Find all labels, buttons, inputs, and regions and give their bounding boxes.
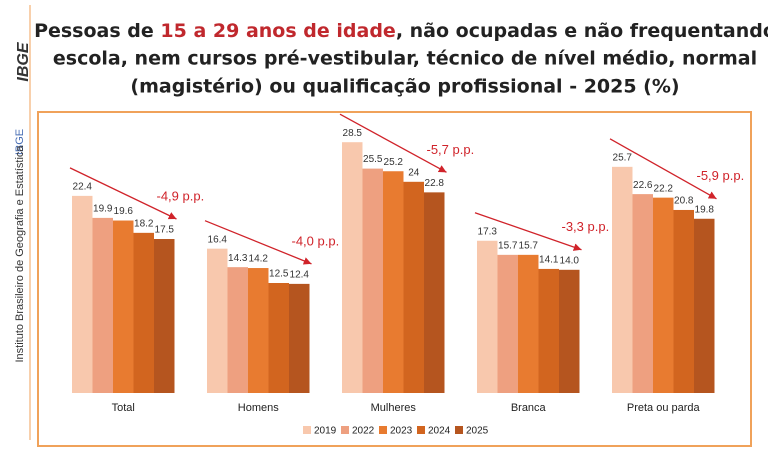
x-tick-label: Total xyxy=(112,402,135,414)
bar xyxy=(694,218,715,393)
bar xyxy=(612,166,633,393)
bar xyxy=(72,195,93,393)
bar xyxy=(477,240,498,393)
value-label: 14.1 xyxy=(539,255,559,266)
value-label: 22.2 xyxy=(654,183,674,194)
annotation: -5,7 p.p. xyxy=(427,142,475,157)
x-tick-label: Preta ou parda xyxy=(627,402,701,414)
trend-arrow xyxy=(204,220,312,265)
annotation: -4,9 p.p. xyxy=(157,188,205,203)
chart-frame xyxy=(37,111,752,447)
x-tick-label: Mulheres xyxy=(371,402,417,414)
annotation: -3,3 p.p. xyxy=(562,219,610,234)
chart-title: Pessoas de 15 a 29 anos de idade, não oc… xyxy=(34,20,768,42)
title-text: Pessoas de xyxy=(34,20,160,42)
trend-arrow xyxy=(69,167,177,220)
value-label: 17.3 xyxy=(478,226,498,237)
value-label: 19.8 xyxy=(695,204,715,215)
value-label: 19.6 xyxy=(114,206,134,217)
value-label: 14.0 xyxy=(560,255,580,266)
bar xyxy=(92,217,113,393)
bar xyxy=(653,197,674,393)
value-label: 20.8 xyxy=(674,196,694,207)
bar xyxy=(248,268,269,393)
legend-swatch xyxy=(341,426,349,434)
bar xyxy=(342,142,363,393)
bar xyxy=(497,254,518,393)
x-tick-label: Branca xyxy=(511,402,547,414)
value-label: 22.6 xyxy=(633,180,653,191)
value-label: 22.8 xyxy=(425,178,445,189)
legend-label: 2022 xyxy=(352,426,375,437)
title-highlight: 15 a 29 anos de idade xyxy=(160,20,395,42)
legend-label: 2025 xyxy=(466,426,489,437)
value-label: 24 xyxy=(408,167,420,178)
value-label: 14.2 xyxy=(249,254,269,265)
bar xyxy=(289,283,310,393)
bar xyxy=(424,192,445,393)
bar xyxy=(559,269,580,393)
trend-arrow xyxy=(339,113,447,173)
bar xyxy=(113,220,134,393)
institute: Instituto Brasileiro de Geografia e Esta… xyxy=(14,145,26,363)
legend-label: 2023 xyxy=(390,426,413,437)
value-label: 16.4 xyxy=(208,234,228,245)
bar xyxy=(227,267,248,393)
bar xyxy=(383,171,404,393)
value-label: 22.4 xyxy=(73,182,93,193)
bar xyxy=(518,254,539,393)
chart-title: (magistério) ou qualificação profissiona… xyxy=(130,76,679,98)
value-label: 25.7 xyxy=(613,152,633,163)
value-label: 25.5 xyxy=(363,154,383,165)
trend-arrow xyxy=(609,138,717,200)
value-label: 25.2 xyxy=(384,157,404,168)
value-label: 28.5 xyxy=(343,128,363,139)
value-label: 15.7 xyxy=(519,240,539,251)
legend-swatch xyxy=(417,426,425,434)
chart-title: escola, nem cursos pré-vestibular, técni… xyxy=(53,48,757,70)
bar xyxy=(154,239,175,393)
brand: IBGE xyxy=(14,129,26,155)
bar xyxy=(207,248,228,393)
legend-label: 2024 xyxy=(428,426,451,437)
legend-label: 2019 xyxy=(314,426,337,437)
bar xyxy=(403,181,424,393)
legend-swatch xyxy=(379,426,387,434)
bar xyxy=(632,194,653,393)
legend-swatch xyxy=(303,426,311,434)
value-label: 14.3 xyxy=(228,253,248,264)
bar xyxy=(362,168,383,393)
value-label: 15.7 xyxy=(498,240,518,251)
annotation: -5,9 p.p. xyxy=(697,168,745,183)
bar xyxy=(268,283,289,393)
trend-arrow xyxy=(474,212,582,251)
value-label: 12.4 xyxy=(290,270,310,281)
x-tick-label: Homens xyxy=(238,402,279,414)
legend-swatch xyxy=(455,426,463,434)
bar xyxy=(538,268,559,393)
title-text: , não ocupadas e não frequentando xyxy=(396,20,768,42)
bar xyxy=(133,232,154,393)
value-label: 18.2 xyxy=(134,218,154,229)
logo: IBGE xyxy=(15,41,32,81)
value-label: 17.5 xyxy=(155,225,175,236)
annotation: -4,0 p.p. xyxy=(292,233,340,248)
value-label: 19.9 xyxy=(93,204,113,215)
value-label: 12.5 xyxy=(269,269,289,280)
bar xyxy=(673,209,694,393)
